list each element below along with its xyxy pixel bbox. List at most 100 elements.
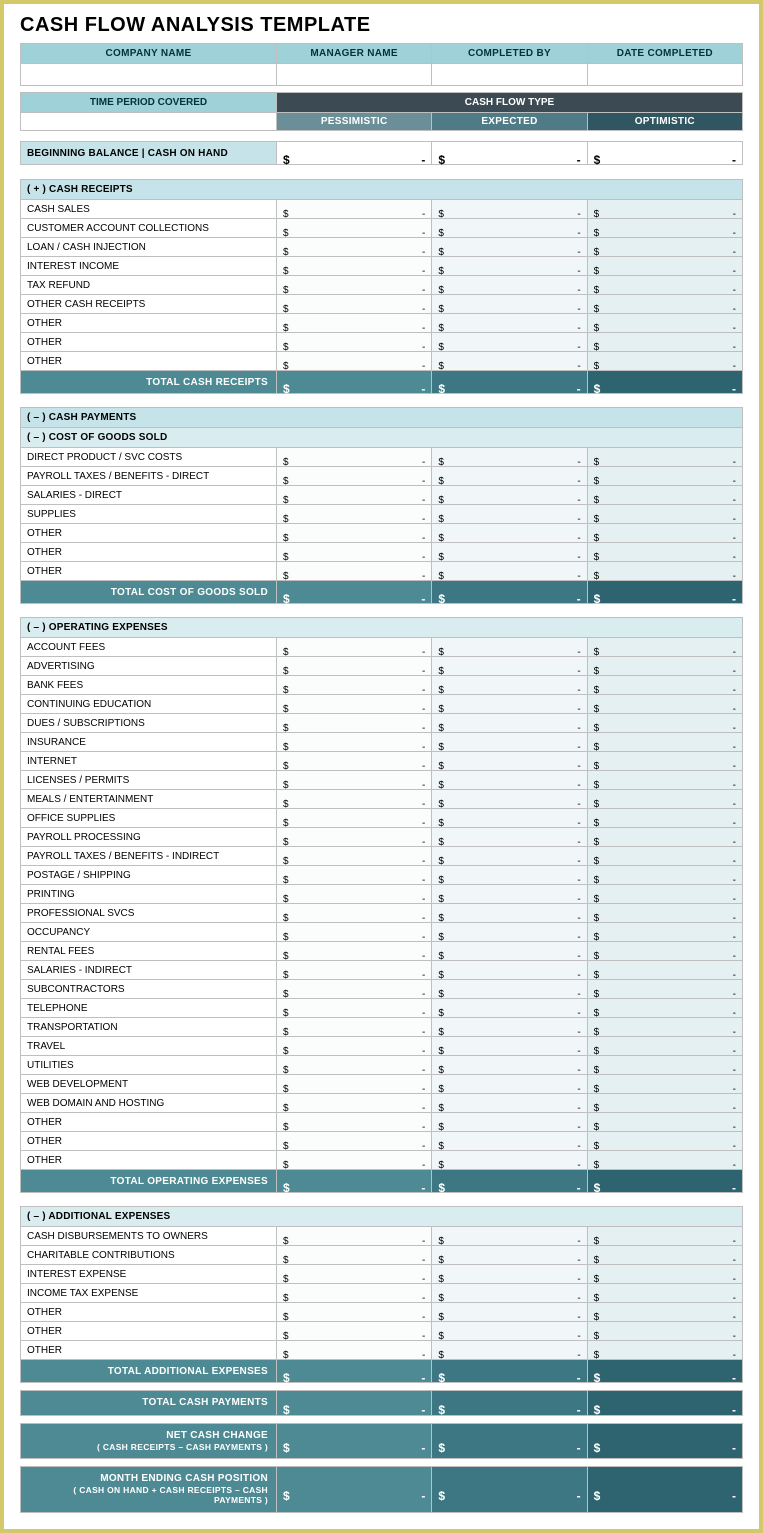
opex-row-27-val-1[interactable]: $- — [432, 1151, 587, 1170]
receipts-row-6-val-1[interactable]: $- — [432, 314, 587, 333]
opex-row-27-val-0[interactable]: $- — [277, 1151, 432, 1170]
receipts-row-3-val-2[interactable]: $- — [587, 257, 742, 276]
addl-row-4-val-0[interactable]: $- — [277, 1303, 432, 1322]
opex-row-20-val-0[interactable]: $- — [277, 1018, 432, 1037]
opex-row-2-val-1[interactable]: $- — [432, 676, 587, 695]
receipts-row-3-val-0[interactable]: $- — [277, 257, 432, 276]
addl-row-5-val-2[interactable]: $- — [587, 1322, 742, 1341]
addl-row-0-val-0[interactable]: $- — [277, 1227, 432, 1246]
opex-row-26-val-2[interactable]: $- — [587, 1132, 742, 1151]
opex-row-13-val-0[interactable]: $- — [277, 885, 432, 904]
addl-row-2-val-2[interactable]: $- — [587, 1265, 742, 1284]
cogs-row-4-val-0[interactable]: $- — [277, 524, 432, 543]
opex-row-16-val-1[interactable]: $- — [432, 942, 587, 961]
input-completed-by[interactable] — [432, 64, 587, 86]
input-company[interactable] — [21, 64, 277, 86]
opex-row-19-val-0[interactable]: $- — [277, 999, 432, 1018]
cogs-row-3-val-0[interactable]: $- — [277, 505, 432, 524]
cogs-row-4-val-2[interactable]: $- — [587, 524, 742, 543]
opex-row-9-val-1[interactable]: $- — [432, 809, 587, 828]
opex-row-12-val-1[interactable]: $- — [432, 866, 587, 885]
opex-row-14-val-0[interactable]: $- — [277, 904, 432, 923]
cogs-row-2-val-2[interactable]: $- — [587, 486, 742, 505]
input-time-period[interactable] — [21, 113, 277, 131]
cogs-row-1-val-2[interactable]: $- — [587, 467, 742, 486]
addl-row-5-val-0[interactable]: $- — [277, 1322, 432, 1341]
opex-row-21-val-1[interactable]: $- — [432, 1037, 587, 1056]
receipts-row-7-val-0[interactable]: $- — [277, 333, 432, 352]
opex-row-10-val-1[interactable]: $- — [432, 828, 587, 847]
opex-row-25-val-1[interactable]: $- — [432, 1113, 587, 1132]
receipts-row-6-val-0[interactable]: $- — [277, 314, 432, 333]
cogs-row-5-val-2[interactable]: $- — [587, 543, 742, 562]
cogs-row-1-val-1[interactable]: $- — [432, 467, 587, 486]
opex-row-7-val-2[interactable]: $- — [587, 771, 742, 790]
opex-row-7-val-0[interactable]: $- — [277, 771, 432, 790]
opex-row-18-val-2[interactable]: $- — [587, 980, 742, 999]
bb-pessimistic[interactable]: $- — [277, 142, 432, 165]
opex-row-5-val-1[interactable]: $- — [432, 733, 587, 752]
opex-row-26-val-0[interactable]: $- — [277, 1132, 432, 1151]
cogs-row-0-val-2[interactable]: $- — [587, 448, 742, 467]
opex-row-21-val-2[interactable]: $- — [587, 1037, 742, 1056]
cogs-row-4-val-1[interactable]: $- — [432, 524, 587, 543]
opex-row-8-val-0[interactable]: $- — [277, 790, 432, 809]
cogs-row-1-val-0[interactable]: $- — [277, 467, 432, 486]
opex-row-11-val-0[interactable]: $- — [277, 847, 432, 866]
addl-row-6-val-2[interactable]: $- — [587, 1341, 742, 1360]
opex-row-0-val-0[interactable]: $- — [277, 638, 432, 657]
opex-row-1-val-1[interactable]: $- — [432, 657, 587, 676]
receipts-row-0-val-1[interactable]: $- — [432, 200, 587, 219]
receipts-row-7-val-1[interactable]: $- — [432, 333, 587, 352]
opex-row-17-val-1[interactable]: $- — [432, 961, 587, 980]
opex-row-0-val-2[interactable]: $- — [587, 638, 742, 657]
opex-row-11-val-1[interactable]: $- — [432, 847, 587, 866]
cogs-row-2-val-0[interactable]: $- — [277, 486, 432, 505]
opex-row-11-val-2[interactable]: $- — [587, 847, 742, 866]
opex-row-20-val-1[interactable]: $- — [432, 1018, 587, 1037]
opex-row-14-val-1[interactable]: $- — [432, 904, 587, 923]
receipts-row-4-val-2[interactable]: $- — [587, 276, 742, 295]
addl-row-3-val-2[interactable]: $- — [587, 1284, 742, 1303]
receipts-row-2-val-0[interactable]: $- — [277, 238, 432, 257]
opex-row-4-val-1[interactable]: $- — [432, 714, 587, 733]
opex-row-25-val-0[interactable]: $- — [277, 1113, 432, 1132]
opex-row-24-val-1[interactable]: $- — [432, 1094, 587, 1113]
opex-row-13-val-1[interactable]: $- — [432, 885, 587, 904]
opex-row-4-val-0[interactable]: $- — [277, 714, 432, 733]
opex-row-3-val-1[interactable]: $- — [432, 695, 587, 714]
cogs-row-6-val-0[interactable]: $- — [277, 562, 432, 581]
opex-row-17-val-2[interactable]: $- — [587, 961, 742, 980]
opex-row-6-val-1[interactable]: $- — [432, 752, 587, 771]
receipts-row-3-val-1[interactable]: $- — [432, 257, 587, 276]
opex-row-12-val-2[interactable]: $- — [587, 866, 742, 885]
opex-row-1-val-2[interactable]: $- — [587, 657, 742, 676]
opex-row-22-val-1[interactable]: $- — [432, 1056, 587, 1075]
opex-row-20-val-2[interactable]: $- — [587, 1018, 742, 1037]
opex-row-13-val-2[interactable]: $- — [587, 885, 742, 904]
opex-row-25-val-2[interactable]: $- — [587, 1113, 742, 1132]
cogs-row-2-val-1[interactable]: $- — [432, 486, 587, 505]
opex-row-2-val-0[interactable]: $- — [277, 676, 432, 695]
receipts-row-4-val-0[interactable]: $- — [277, 276, 432, 295]
opex-row-1-val-0[interactable]: $- — [277, 657, 432, 676]
opex-row-7-val-1[interactable]: $- — [432, 771, 587, 790]
opex-row-19-val-1[interactable]: $- — [432, 999, 587, 1018]
receipts-row-1-val-0[interactable]: $- — [277, 219, 432, 238]
cogs-row-3-val-1[interactable]: $- — [432, 505, 587, 524]
bb-optimistic[interactable]: $- — [587, 142, 742, 165]
cogs-row-6-val-2[interactable]: $- — [587, 562, 742, 581]
opex-row-3-val-0[interactable]: $- — [277, 695, 432, 714]
opex-row-5-val-2[interactable]: $- — [587, 733, 742, 752]
receipts-row-7-val-2[interactable]: $- — [587, 333, 742, 352]
opex-row-23-val-2[interactable]: $- — [587, 1075, 742, 1094]
addl-row-3-val-1[interactable]: $- — [432, 1284, 587, 1303]
opex-row-27-val-2[interactable]: $- — [587, 1151, 742, 1170]
opex-row-8-val-2[interactable]: $- — [587, 790, 742, 809]
receipts-row-1-val-2[interactable]: $- — [587, 219, 742, 238]
receipts-row-0-val-0[interactable]: $- — [277, 200, 432, 219]
addl-row-0-val-1[interactable]: $- — [432, 1227, 587, 1246]
addl-row-6-val-0[interactable]: $- — [277, 1341, 432, 1360]
receipts-row-1-val-1[interactable]: $- — [432, 219, 587, 238]
receipts-row-5-val-0[interactable]: $- — [277, 295, 432, 314]
